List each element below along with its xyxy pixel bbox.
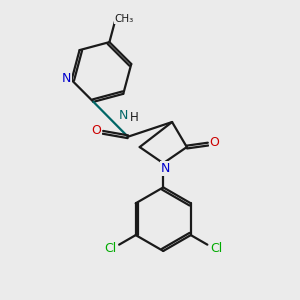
- Text: Cl: Cl: [210, 242, 222, 255]
- Text: CH₃: CH₃: [114, 14, 134, 24]
- Text: N: N: [61, 72, 71, 85]
- Text: H: H: [130, 111, 139, 124]
- Text: O: O: [92, 124, 101, 137]
- Text: N: N: [118, 109, 128, 122]
- Text: O: O: [209, 136, 219, 149]
- Text: N: N: [161, 162, 170, 175]
- Text: Cl: Cl: [104, 242, 116, 255]
